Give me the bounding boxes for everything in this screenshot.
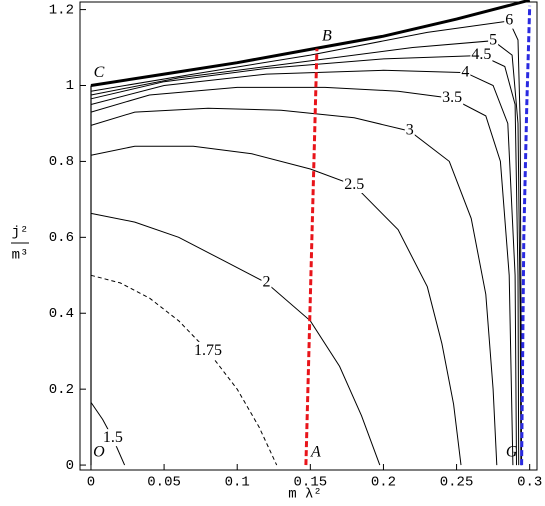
y-tick-label: 0 — [66, 458, 74, 474]
label-background — [404, 121, 415, 139]
contour-level-label: 2.5 — [344, 176, 364, 193]
label-background — [488, 31, 499, 49]
boundary-curve — [90, 0, 531, 87]
contour-level-label: 6 — [505, 12, 513, 29]
x-tick-label: 0.15 — [294, 475, 328, 491]
point-label: O — [93, 444, 105, 461]
contour-line — [90, 145, 462, 466]
contour-level-label: 3 — [406, 122, 414, 139]
contour-level-label: 2 — [262, 274, 270, 291]
x-axis-label: m λ² — [288, 487, 322, 503]
contour-level-label: 4 — [461, 63, 469, 80]
contour-line — [90, 69, 517, 466]
contour-level-label: 3.5 — [442, 89, 462, 106]
label-background — [470, 46, 493, 64]
x-tick-label: 0.3 — [517, 475, 542, 491]
label-background — [261, 273, 272, 291]
contour-level-label: 1.5 — [103, 429, 123, 446]
label-background — [101, 429, 124, 447]
x-tick-label: 0 — [87, 475, 95, 491]
point-label: A — [310, 444, 321, 461]
y-tick-label: 1 — [66, 78, 74, 94]
y-tick-label: 0.4 — [49, 306, 74, 322]
contour-line — [90, 107, 498, 466]
y-axis-label-denominator: m³ — [12, 248, 29, 264]
label-background — [192, 341, 223, 359]
y-axis-label-numerator: j² — [12, 225, 29, 241]
contour-line — [90, 402, 126, 466]
contour-line — [90, 212, 381, 466]
y-tick-label: 0.6 — [49, 230, 74, 246]
point-label: C — [94, 64, 105, 81]
x-tick-label: 0.2 — [371, 475, 396, 491]
boundary-curve — [520, 5, 532, 466]
x-tick-label: 0.1 — [225, 475, 250, 491]
label-background — [343, 176, 366, 194]
contour-level-label: 1.75 — [194, 342, 222, 359]
point-label: H — [513, 0, 527, 1]
point-label: G — [506, 444, 518, 461]
label-background — [460, 63, 471, 81]
contour-line — [90, 274, 278, 466]
contour-line — [90, 86, 514, 466]
y-tick-label: 0.8 — [49, 154, 74, 170]
contour-line — [90, 20, 523, 466]
contour-line — [90, 54, 520, 466]
y-tick-label: 0.2 — [49, 382, 74, 398]
plot-frame — [79, 1, 538, 471]
boundary-curve — [304, 48, 319, 466]
y-tick-label: 1.2 — [49, 2, 74, 18]
point-label: B — [322, 27, 332, 44]
label-background — [504, 11, 515, 29]
x-tick-label: 0.05 — [147, 475, 181, 491]
x-tick-label: 0.25 — [440, 475, 474, 491]
contour-level-label: 4.5 — [471, 46, 491, 63]
label-background — [441, 89, 464, 107]
contour-level-label: 5 — [489, 31, 497, 48]
